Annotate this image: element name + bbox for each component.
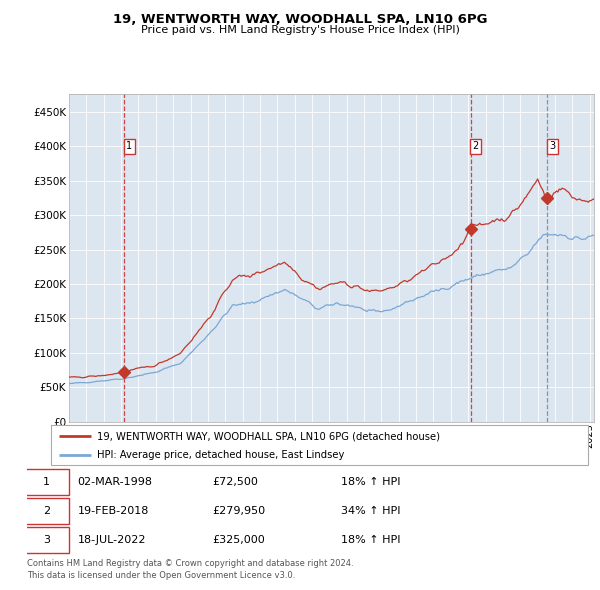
Text: Contains HM Land Registry data © Crown copyright and database right 2024.: Contains HM Land Registry data © Crown c… [27,559,353,568]
Text: 18-JUL-2022: 18-JUL-2022 [77,535,146,545]
FancyBboxPatch shape [51,425,588,465]
Text: 2: 2 [43,506,50,516]
FancyBboxPatch shape [24,527,69,553]
Text: 34% ↑ HPI: 34% ↑ HPI [341,506,401,516]
Text: 19, WENTWORTH WAY, WOODHALL SPA, LN10 6PG: 19, WENTWORTH WAY, WOODHALL SPA, LN10 6P… [113,13,487,26]
Text: 1: 1 [126,141,132,151]
Text: 2: 2 [473,141,479,151]
Text: 18% ↑ HPI: 18% ↑ HPI [341,477,401,487]
FancyBboxPatch shape [24,469,69,495]
Text: 02-MAR-1998: 02-MAR-1998 [77,477,152,487]
Text: £325,000: £325,000 [212,535,265,545]
Text: Price paid vs. HM Land Registry's House Price Index (HPI): Price paid vs. HM Land Registry's House … [140,25,460,35]
Text: £72,500: £72,500 [212,477,258,487]
Text: £279,950: £279,950 [212,506,265,516]
Text: 19, WENTWORTH WAY, WOODHALL SPA, LN10 6PG (detached house): 19, WENTWORTH WAY, WOODHALL SPA, LN10 6P… [97,431,440,441]
Text: 18% ↑ HPI: 18% ↑ HPI [341,535,401,545]
Text: 1: 1 [43,477,50,487]
Text: This data is licensed under the Open Government Licence v3.0.: This data is licensed under the Open Gov… [27,571,295,580]
Text: 3: 3 [43,535,50,545]
Text: 3: 3 [549,141,555,151]
Text: HPI: Average price, detached house, East Lindsey: HPI: Average price, detached house, East… [97,450,344,460]
Text: 19-FEB-2018: 19-FEB-2018 [77,506,149,516]
FancyBboxPatch shape [24,498,69,524]
